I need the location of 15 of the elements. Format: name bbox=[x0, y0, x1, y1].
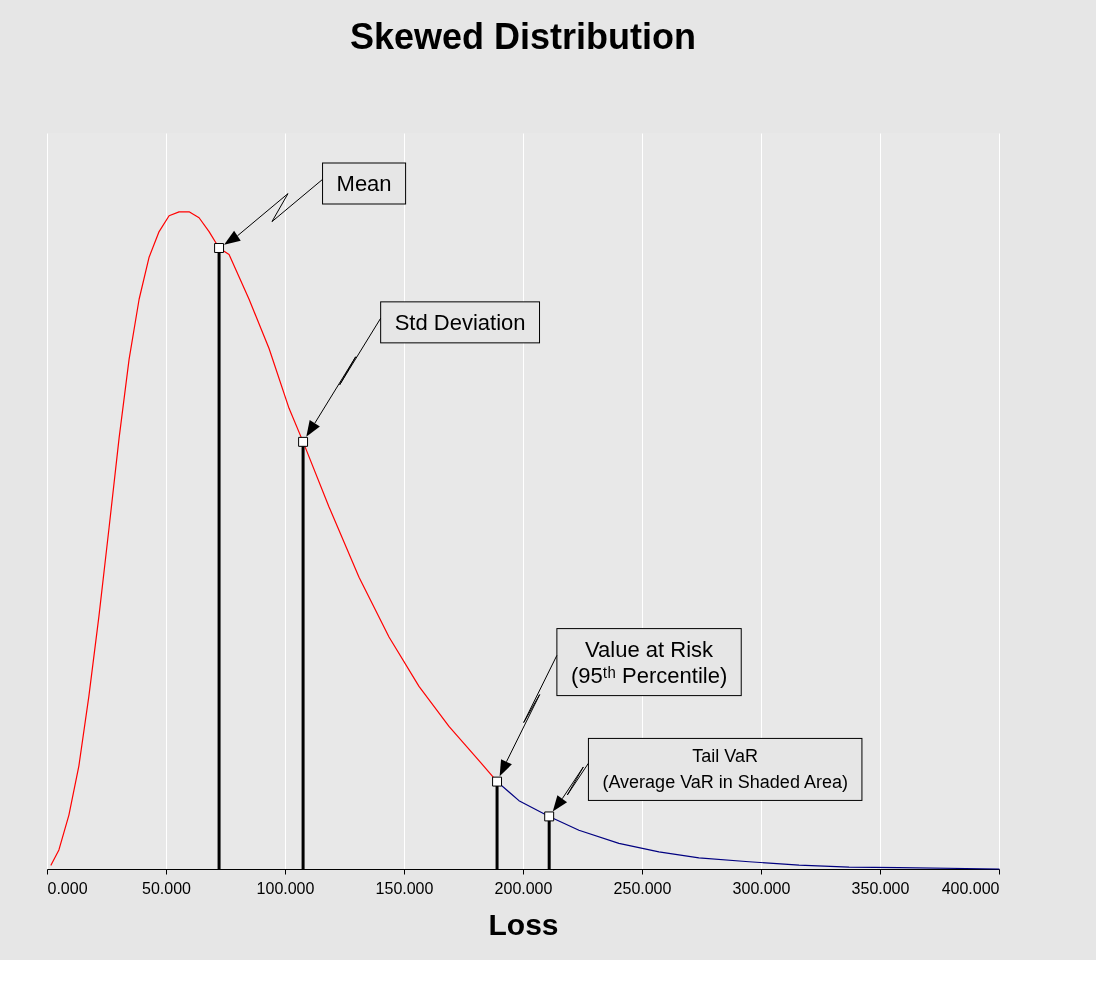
annotation: Tail VaR (Average VaR in Shaded Area) bbox=[602, 746, 848, 793]
text: Mean bbox=[336, 171, 392, 196]
annotation: Value at Risk (95ᵗʰ Percentile) bbox=[570, 636, 728, 688]
x-axis-title: Loss bbox=[488, 907, 559, 941]
chart-title: Skewed Distribution bbox=[349, 16, 697, 57]
x-tick-label: 400.000 bbox=[941, 879, 1000, 897]
x-tick-label: 0.000 bbox=[47, 879, 88, 897]
x-tick-label: 200.000 bbox=[494, 879, 553, 897]
x-tick-label: 300.000 bbox=[732, 879, 791, 897]
x-tick-label: 150.000 bbox=[375, 879, 434, 897]
annotation: Std Deviation bbox=[394, 309, 526, 335]
x-tick-label: 250.000 bbox=[613, 879, 672, 897]
x-tick-label: 350.000 bbox=[851, 879, 910, 897]
x-tick-label: 100.000 bbox=[256, 879, 315, 897]
x-tick-label: 50.000 bbox=[142, 879, 192, 897]
